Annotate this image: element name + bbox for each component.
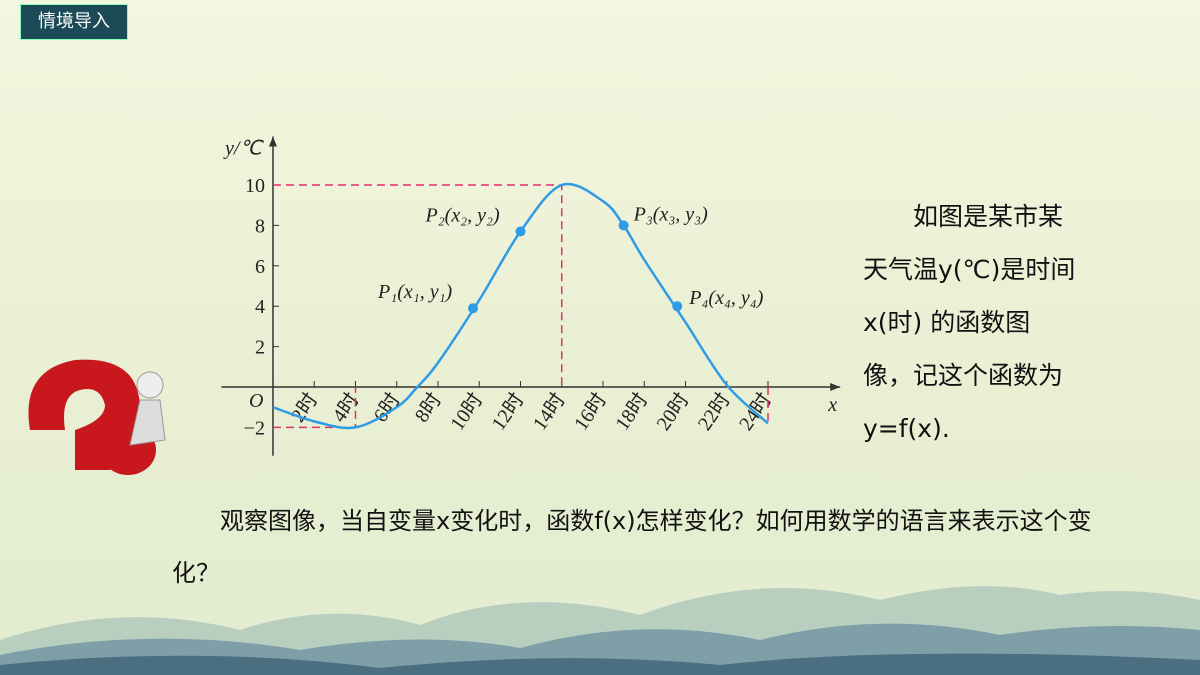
y-axis-label: y/℃: [223, 138, 264, 160]
point-label: P₂(x₂, y₂): [424, 204, 499, 226]
point-label: P₁(x₁, y₁): [377, 281, 452, 303]
y-tick-label: 2: [255, 337, 265, 359]
origin-label: O: [249, 390, 263, 412]
point-label: P₄(x₄, y₄): [688, 287, 763, 309]
x-tick-label: 18时: [611, 389, 653, 435]
section-tag: 情境导入: [20, 4, 128, 40]
y-tick-label: −2: [244, 417, 265, 439]
y-tick-label: 10: [245, 175, 265, 197]
side-text: 如图是某市某天气温y(℃)是时间x(时) 的函数图像，记这个函数为y=f(x).: [863, 202, 1076, 443]
x-tick-label: 10时: [446, 389, 488, 435]
y-tick-label: 4: [255, 296, 265, 318]
y-tick-label: 8: [255, 215, 265, 237]
question-text: 观察图像，当自变量x变化时，函数f(x)怎样变化？如何用数学的语言来表示这个变化…: [172, 507, 1092, 587]
x-tick-label: 14时: [528, 389, 570, 435]
x-tick-label: 4时: [328, 389, 364, 427]
x-arrow: [830, 383, 841, 392]
point-label: P₃(x₃, y₃): [633, 203, 708, 225]
x-tick-label: 22时: [693, 389, 735, 435]
mountains: [0, 586, 1200, 675]
point: [515, 226, 526, 237]
x-tick-label: 20时: [652, 389, 694, 435]
question-figure: [28, 359, 166, 475]
y-arrow: [268, 136, 277, 147]
point: [618, 220, 629, 231]
x-axis-label: x: [827, 394, 837, 416]
x-tick-label: 12时: [487, 389, 529, 435]
point: [672, 301, 683, 312]
x-tick-label: 8时: [410, 389, 446, 427]
x-tick-label: 16时: [569, 389, 611, 435]
point: [468, 303, 479, 314]
y-tick-label: 6: [255, 256, 265, 278]
